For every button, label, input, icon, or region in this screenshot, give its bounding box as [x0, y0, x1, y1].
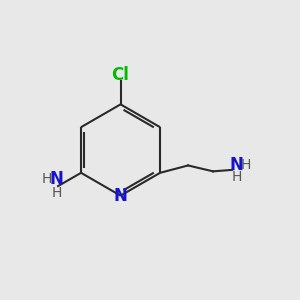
Text: N: N	[230, 156, 244, 174]
Text: Cl: Cl	[112, 66, 130, 84]
Text: H: H	[42, 172, 52, 186]
Text: N: N	[50, 170, 64, 188]
Text: H: H	[231, 170, 242, 184]
Text: H: H	[241, 158, 251, 172]
Text: N: N	[114, 187, 128, 205]
Text: H: H	[51, 186, 62, 200]
